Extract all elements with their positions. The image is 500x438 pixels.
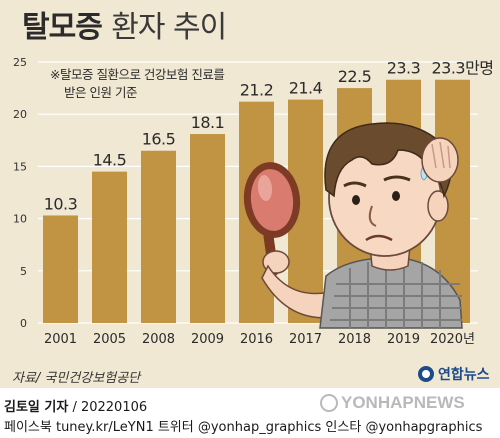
value-label: 21.2	[240, 81, 274, 100]
x-axis-labels: 2001 2005 2008 2009 2016 2017 2018 2019 2020년	[44, 332, 475, 347]
watermark-text: YONHAPNEWS	[341, 393, 465, 412]
y-axis-ticks: 0 5 10 15 20 25	[13, 56, 27, 330]
value-label: 16.5	[142, 130, 176, 149]
chart-note: ※탈모증 질환으로 건강보험 진료를 받은 인원 기준	[50, 66, 310, 102]
title-main: 탈모증	[22, 10, 103, 45]
source-credit: 자료/ 국민건강보험공단	[12, 371, 141, 386]
note-line: ※탈모증 질환으로 건강보험 진료를	[50, 67, 225, 82]
x-tick-label: 2016	[240, 332, 273, 347]
value-labels: 10.3 14.5 16.5 18.1 21.2 21.4 22.5 23.3 23.3만명	[44, 59, 494, 214]
footer-social: 페이스북 tuney.kr/LeYN1 트위터 @yonhap_graphics…	[4, 420, 483, 435]
man-with-mirror-illustration	[243, 122, 463, 329]
footer-byline: 김토일 기자 / 20220106	[4, 396, 147, 415]
y-tick-label: 5	[20, 265, 27, 278]
brand-label: 연합뉴스	[438, 367, 490, 383]
watermark: YONHAPNEWS	[320, 393, 465, 413]
bar	[141, 150, 176, 323]
x-tick-label: 2009	[191, 332, 224, 347]
value-label: 21.4	[289, 79, 323, 98]
y-tick-label: 10	[13, 213, 27, 226]
y-tick-label: 25	[13, 56, 27, 69]
bar	[92, 171, 127, 323]
y-tick-label: 0	[20, 317, 27, 330]
reporter-name: 김토일 기자	[4, 400, 69, 415]
value-label: 18.1	[191, 113, 225, 132]
x-tick-label: 2005	[93, 332, 126, 347]
yonhap-logo-icon	[418, 366, 434, 382]
x-tick-label: 2020년	[430, 332, 475, 347]
yonhap-brand: 연합뉴스	[418, 364, 490, 384]
x-tick-label: 2019	[387, 332, 420, 347]
value-label: 14.5	[93, 151, 127, 170]
title-rest: 환자 추이	[111, 10, 227, 45]
value-label: 23.3	[387, 59, 421, 78]
watermark-logo-icon	[320, 394, 338, 412]
note-line: 받은 인원 기준	[64, 85, 137, 100]
chart-title: 탈모증 환자 추이	[22, 6, 227, 50]
bar	[43, 215, 78, 323]
x-tick-label: 2001	[44, 332, 77, 347]
x-tick-label: 2008	[142, 332, 175, 347]
x-tick-label: 2018	[338, 332, 371, 347]
value-label: 23.3만명	[431, 59, 493, 78]
y-tick-label: 15	[13, 160, 27, 173]
bar	[190, 134, 225, 323]
publish-date: / 20220106	[68, 400, 148, 415]
value-label: 10.3	[44, 194, 78, 213]
value-label: 22.5	[338, 67, 372, 86]
y-tick-label: 20	[13, 108, 27, 121]
x-tick-label: 2017	[289, 332, 322, 347]
